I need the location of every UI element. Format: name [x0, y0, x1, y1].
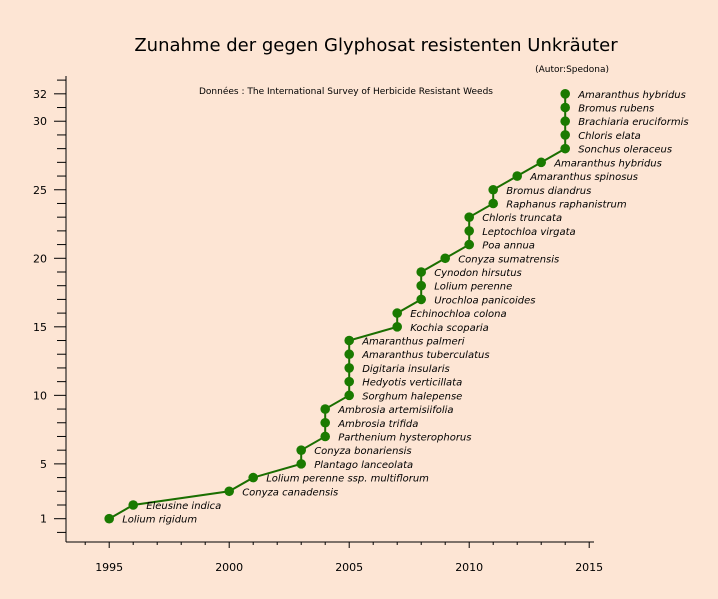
data-label: Urochloa panicoides — [434, 295, 535, 306]
y-tick-label: 20 — [33, 252, 47, 265]
y-tick-label: 1 — [40, 513, 47, 526]
data-points — [104, 89, 570, 524]
data-point — [464, 239, 475, 250]
data-point — [104, 513, 114, 524]
data-point — [344, 390, 355, 401]
x-tick-label: 2000 — [215, 561, 243, 574]
source-note: Données : The International Survey of He… — [199, 86, 493, 97]
data-label: Echinochloa colona — [410, 309, 506, 320]
y-tick-label: 15 — [33, 321, 47, 334]
data-point — [440, 253, 451, 264]
data-point — [320, 417, 331, 428]
data-label: Poa annua — [482, 241, 535, 252]
data-point — [320, 404, 331, 414]
data-point — [248, 472, 258, 483]
data-label: Bromus diandrus — [506, 186, 591, 197]
data-label: Conyza sumatrensis — [458, 254, 559, 265]
data-point — [464, 212, 475, 222]
x-tick-label: 2010 — [455, 561, 483, 574]
data-label: Lolium rigidum — [122, 515, 197, 526]
data-label: Parthenium hysterophorus — [338, 432, 471, 443]
data-point — [296, 445, 307, 455]
author-note: (Autor:Spedona) — [535, 65, 609, 75]
x-tick-label: 2005 — [335, 561, 363, 574]
data-point — [416, 280, 427, 291]
data-label: Hedyotis verticillata — [362, 378, 462, 389]
data-label: Sonchus oleraceus — [578, 145, 672, 156]
data-label: Brachiaria eruciformis — [578, 117, 688, 128]
y-tick-label: 32 — [33, 88, 47, 101]
data-point — [224, 486, 234, 497]
data-label: Cynodon hirsutus — [434, 268, 522, 279]
data-point — [560, 89, 570, 99]
x-tick-label: 1995 — [95, 561, 123, 574]
data-label: Chloris truncata — [482, 213, 562, 224]
data-point — [416, 294, 427, 305]
data-label: Conyza bonariensis — [314, 446, 411, 457]
data-label: Lolium perenne ssp. multiflorum — [266, 474, 429, 485]
data-label: Amaranthus hybridus — [553, 158, 662, 169]
data-point — [320, 431, 331, 442]
data-point — [560, 130, 570, 140]
data-point — [488, 184, 499, 195]
data-point — [416, 267, 427, 277]
data-point — [560, 143, 570, 154]
data-label: Sorghum halepense — [362, 391, 462, 402]
data-label: Ambrosia trifida — [337, 419, 418, 430]
data-point — [344, 363, 355, 373]
data-point — [392, 308, 403, 318]
data-point — [128, 500, 138, 510]
data-label: Digitaria insularis — [362, 364, 450, 375]
data-labels: Lolium rigidum Eleusine indica Conyza cana… — [122, 90, 688, 526]
data-point — [344, 376, 355, 387]
y-tick-label: 30 — [33, 115, 47, 128]
data-label: Amaranthus palmeri — [361, 337, 465, 348]
x-ticks: 1995 2000 2005 2010 2015 — [84, 542, 603, 574]
data-point — [344, 349, 355, 360]
data-label: Leptochloa virgata — [482, 227, 575, 238]
data-point — [344, 335, 355, 346]
data-point — [392, 322, 403, 332]
y-tick-label: 10 — [33, 389, 47, 402]
data-point — [464, 226, 475, 236]
data-label: Ambrosia artemisiifolia — [337, 405, 453, 416]
data-point — [512, 171, 522, 181]
chart-title: Zunahme der gegen Glyphosat resistenten … — [134, 35, 618, 56]
data-label: Amaranthus spinosus — [529, 172, 638, 183]
data-label: Bromus rubens — [578, 104, 654, 115]
data-label: Lolium perenne — [434, 282, 512, 293]
data-point — [560, 116, 570, 127]
x-tick-label: 2015 — [575, 561, 603, 574]
data-point — [296, 459, 307, 469]
data-label: Amaranthus tuberculatus — [361, 350, 489, 361]
data-label: Plantago lanceolata — [314, 460, 413, 471]
data-label: Kochia scoparia — [410, 323, 489, 334]
data-point — [536, 157, 546, 168]
data-label: Raphanus raphanistrum — [506, 199, 627, 210]
data-label: Amaranthus hybridus — [577, 90, 686, 101]
data-point — [488, 198, 499, 209]
data-label: Conyza canadensis — [242, 487, 338, 498]
data-label: Eleusine indica — [146, 501, 221, 512]
data-point — [560, 102, 570, 113]
y-tick-label: 25 — [33, 184, 47, 197]
y-tick-label: 5 — [40, 458, 47, 471]
data-label: Chloris elata — [578, 131, 641, 142]
